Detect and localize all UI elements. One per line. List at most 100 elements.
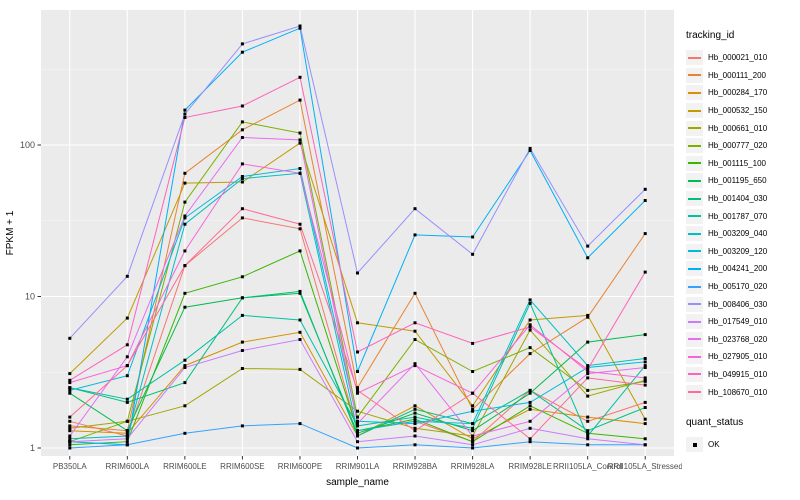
data-point (471, 426, 475, 430)
legend-entry-label: Hb_000021_010 (708, 53, 768, 63)
data-point (298, 249, 302, 253)
data-point (125, 374, 129, 378)
legend-key-box (686, 296, 703, 312)
legend-entry: Hb_049915_010 (682, 366, 800, 384)
x-tick-label: RRII105LA_Stressed (608, 462, 682, 471)
data-point (240, 50, 244, 54)
legend-entry-label: Hb_027905_010 (708, 352, 768, 362)
data-point (586, 434, 590, 438)
data-point (240, 275, 244, 279)
data-point (528, 426, 532, 430)
data-point (240, 349, 244, 352)
data-point (183, 108, 187, 112)
data-point (356, 370, 359, 373)
legend-entry: Hb_001787_070 (682, 207, 800, 225)
legend-panel: tracking_id Hb_000021_010 Hb_000111_200 Hb… (682, 0, 800, 500)
data-point (471, 404, 475, 408)
legend-entry-label: Hb_005170_020 (708, 282, 768, 292)
data-point (240, 313, 244, 317)
legend-entry: Hb_001115_100 (682, 155, 800, 173)
legend-entry: Hb_023768_020 (682, 331, 800, 349)
data-point (528, 328, 532, 332)
data-point (413, 434, 417, 438)
data-point (183, 381, 187, 385)
data-point (125, 316, 129, 320)
data-point (643, 417, 647, 421)
data-point (356, 386, 359, 390)
data-point (125, 355, 129, 359)
legend-key-line (688, 338, 701, 341)
data-point (471, 422, 475, 426)
y-tick-label: 100 (20, 140, 35, 150)
legend-key-line (688, 373, 701, 376)
data-point (471, 391, 475, 395)
legend-key-box (686, 349, 703, 365)
data-point (528, 388, 532, 392)
data-point (183, 112, 187, 116)
data-point (413, 338, 417, 341)
data-point (643, 199, 647, 202)
data-point (643, 360, 647, 364)
data-point (356, 431, 359, 435)
data-point (125, 437, 129, 441)
data-point (528, 391, 532, 395)
data-point (183, 200, 187, 204)
legend-entry-label: Hb_023768_020 (708, 334, 768, 344)
data-point (586, 313, 590, 317)
data-point (183, 364, 187, 368)
data-point (240, 296, 244, 300)
data-point (413, 411, 417, 415)
data-point (125, 274, 129, 278)
data-point (68, 426, 72, 430)
data-point (183, 216, 187, 220)
data-point (413, 429, 417, 433)
data-point (586, 376, 590, 380)
data-point (183, 116, 187, 119)
data-point (586, 370, 590, 373)
data-point (356, 419, 359, 423)
legend-key-line (688, 267, 701, 270)
data-point (183, 431, 187, 435)
data-point (240, 162, 244, 166)
data-point (68, 446, 72, 450)
data-point (240, 216, 244, 220)
data-point (643, 443, 647, 447)
legend-entry: Hb_003209_040 (682, 225, 800, 243)
data-point (528, 346, 532, 350)
data-point (413, 321, 417, 325)
data-point (68, 424, 72, 428)
legend-key-line (688, 197, 701, 200)
legend-key-box (686, 261, 703, 277)
data-point (240, 424, 244, 428)
legend-key-box (686, 173, 703, 189)
legend-entry-label: Hb_017549_010 (708, 317, 768, 327)
data-point (240, 367, 244, 370)
data-point (356, 429, 359, 433)
legend-entry: Hb_001195_650 (682, 172, 800, 190)
data-point (240, 104, 244, 108)
data-point (68, 419, 72, 423)
data-point (68, 440, 72, 444)
legend-key-box (686, 120, 703, 136)
data-point (528, 325, 532, 329)
data-point (240, 42, 244, 46)
data-point (471, 434, 475, 438)
data-point (528, 419, 532, 423)
data-point (68, 381, 72, 385)
data-point (298, 167, 302, 170)
data-point (413, 443, 417, 447)
data-point (183, 264, 187, 268)
legend-entry-label: Hb_003209_040 (708, 229, 768, 239)
legend-key-box (686, 208, 703, 224)
data-point (643, 406, 647, 409)
data-point (528, 400, 532, 404)
data-point (471, 409, 475, 413)
data-point (240, 340, 244, 344)
x-tick-label: RRIM928BA (393, 462, 438, 471)
data-point (413, 364, 417, 368)
legend-entry: Hb_000532_150 (682, 102, 800, 120)
data-point (528, 318, 532, 322)
legend-key-line (688, 179, 701, 182)
legend-entry: Hb_000661_010 (682, 119, 800, 137)
